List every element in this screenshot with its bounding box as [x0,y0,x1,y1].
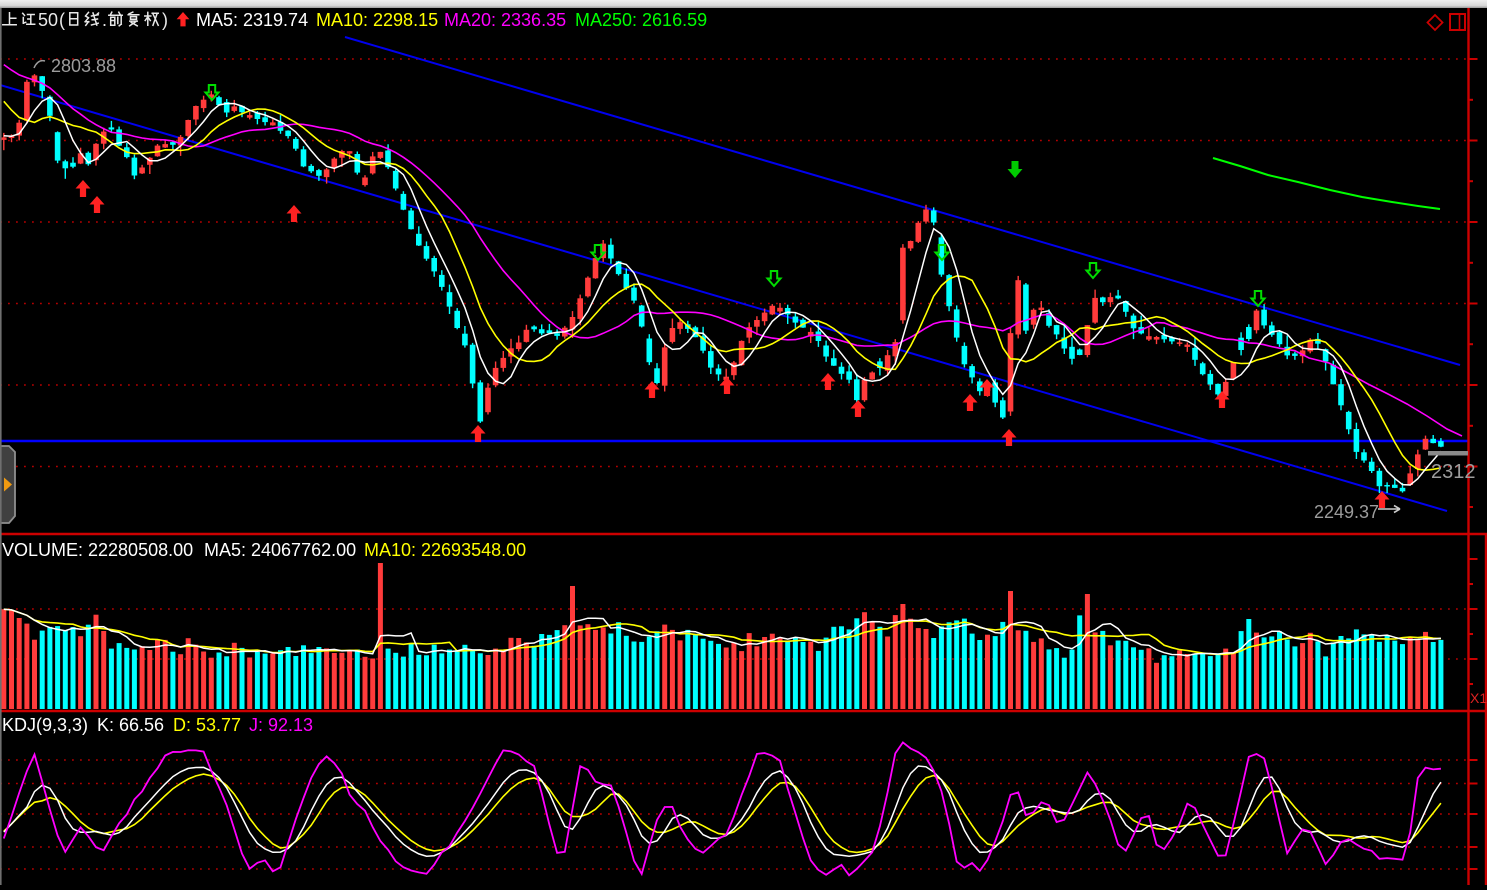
svg-text:MA10: 22693548.00: MA10: 22693548.00 [364,540,526,560]
svg-text:2803.88: 2803.88 [51,56,116,76]
svg-text:MA10: 2298.15: MA10: 2298.15 [316,10,438,30]
svg-text:K: 66.56: K: 66.56 [97,715,164,735]
svg-text:2249.37: 2249.37 [1314,502,1379,522]
svg-text:MA250: 2616.59: MA250: 2616.59 [575,10,707,30]
svg-text:MA5: 24067762.00: MA5: 24067762.00 [204,540,356,560]
svg-text:): ) [162,10,168,30]
svg-text:J: 92.13: J: 92.13 [249,715,313,735]
svg-text:D: 53.77: D: 53.77 [173,715,241,735]
svg-text:50: 50 [38,10,58,30]
svg-text:2312: 2312 [1431,461,1476,483]
svg-text:(: ( [59,10,65,30]
svg-text:X1: X1 [1470,690,1487,706]
svg-text:VOLUME: 22280508.00: VOLUME: 22280508.00 [2,540,193,560]
svg-text:MA20: 2336.35: MA20: 2336.35 [444,10,566,30]
svg-text:MA5: 2319.74: MA5: 2319.74 [196,10,308,30]
svg-text:KDJ(9,3,3): KDJ(9,3,3) [2,715,88,735]
svg-text:.: . [102,10,107,30]
